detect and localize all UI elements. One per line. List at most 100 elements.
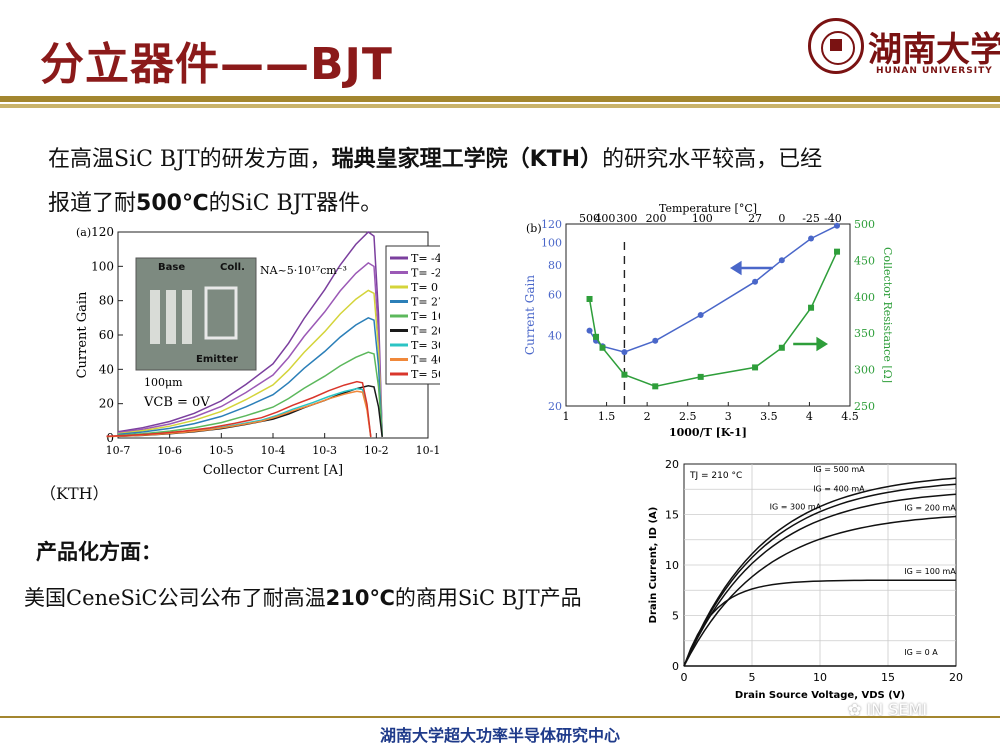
chart-b-y2tick-label: 250	[854, 400, 875, 413]
chart-b-y2tick-label: 300	[854, 364, 875, 377]
chart-b-xlabel: 1000/T [K-1]	[669, 426, 747, 439]
chart-b-xtick-label: 3	[725, 410, 732, 423]
chart-a-inset-collector	[204, 286, 238, 340]
chart-a-series-line	[106, 390, 372, 438]
chart-b-gain-point	[652, 337, 659, 344]
chart-b-top-tick: 300	[616, 212, 637, 225]
chart-c-series-line	[683, 477, 957, 667]
chart-a-xtick-label: 10-7	[106, 444, 131, 457]
university-logo-sub: HUNAN UNIVERSITY	[876, 66, 993, 76]
chart-a-annotation: NA~5·10¹⁷cm⁻³	[260, 264, 347, 277]
chart-c-xtick-label: 0	[681, 671, 688, 684]
header-divider-2	[0, 104, 1000, 108]
chart-b-top-tick: 0	[778, 212, 785, 225]
product-text-bold: 210℃	[325, 586, 395, 610]
chart-a-xtick-label: 10-1	[416, 444, 440, 457]
watermark: ✿ IN SEMI	[848, 700, 927, 719]
chart-a-xlabel: Collector Current [A]	[203, 463, 343, 478]
chart-b-left-arrow-icon	[729, 260, 773, 276]
chart-a-series-line	[117, 289, 383, 436]
chart-c-annotation: TJ = 210 °C	[689, 471, 742, 481]
university-logo-text: 湖南大学	[868, 30, 1000, 70]
chart-b-top-tick: 100	[692, 212, 713, 225]
chart-c-xlabel: Drain Source Voltage, VDS (V)	[735, 690, 905, 701]
watermark-text: IN SEMI	[866, 700, 928, 719]
footer-divider	[0, 716, 1000, 718]
chart-a-legend-label: T= 27 °C	[411, 296, 440, 309]
chart-b-y2tick-label: 500	[854, 218, 875, 231]
chart-b-right-arrow-icon	[793, 336, 829, 352]
footer-text: 湖南大学超大功率半导体研究中心	[379, 726, 620, 745]
chart-a-xtick-label: 10-2	[364, 444, 389, 457]
chart-a-legend-label: T= 300 °C	[411, 339, 440, 352]
chart-b-resistance-point	[621, 371, 628, 378]
chart-a-ytick-label: 0	[106, 431, 114, 445]
chart-b-xtick-label: 4.5	[841, 410, 859, 423]
product-text-a: 美国CeneSiC公司公布了耐高温	[24, 586, 326, 610]
intro-text-2: 的研究水平较高，已经	[602, 147, 823, 172]
chart-a-xtick-label: 10-3	[312, 444, 337, 457]
intro-bold-kth: 瑞典皇家理工学院（KTH）	[331, 147, 603, 172]
chart-a-vcb: VCB = 0V	[143, 395, 210, 410]
chart-b-ytick-label: 20	[548, 400, 562, 413]
chart-b-y2tick-label: 350	[854, 327, 875, 340]
intro-text-4: 的SiC BJT器件。	[208, 191, 383, 216]
chart-a-inset-finger	[150, 290, 160, 344]
chart-a-ylabel: Current Gain	[75, 291, 90, 378]
intro-text-1: 在高温SiC BJT的研发方面，	[48, 147, 332, 172]
chart-c-series-line	[683, 493, 957, 667]
chart-c-series-line	[683, 579, 956, 667]
chart-b-gain-point	[697, 311, 704, 318]
chart-a-ytick-label: 60	[99, 328, 114, 342]
chart-b-resistance-point	[586, 295, 593, 302]
chart-a-series-line	[106, 380, 372, 438]
chart-c-ytick-label: 15	[665, 509, 679, 522]
chart-a-series-line	[117, 231, 383, 434]
chart-a-series-line	[117, 316, 383, 436]
chart-b-resistance-point	[593, 333, 600, 340]
chart-a-ytick-label: 20	[99, 397, 114, 411]
chart-c-series-label: IG = 200 mA	[904, 503, 956, 512]
chart-a-ytick-label: 80	[99, 294, 114, 308]
chart-b-gain-line	[588, 225, 838, 353]
chart-b-ytick-label: 100	[541, 237, 562, 250]
chart-b-top-tick: 200	[646, 212, 667, 225]
intro-paragraph: 在高温SiC BJT的研发方面，瑞典皇家理工学院（KTH）的研究水平较高，已经 …	[48, 138, 948, 226]
chart-a-legend-label: T= 100 °C	[411, 310, 440, 323]
chart-a-inset-coll: Coll.	[220, 262, 245, 273]
chart-c-ytick-label: 5	[672, 610, 679, 623]
chart-b-gain-point	[586, 327, 593, 334]
chart-c-xtick-label: 5	[749, 671, 756, 684]
chart-b-resistance-point	[808, 304, 815, 311]
chart-a-inset-scale: 100μm	[144, 376, 183, 389]
chart-b-resistance-point	[778, 344, 785, 351]
chart-a-ytick-label: 100	[91, 259, 114, 273]
chart-a-series-line	[117, 351, 383, 437]
chart-a-panel-label: (a)	[76, 226, 91, 239]
university-seal	[808, 18, 864, 74]
chart-a-inset-finger	[166, 290, 176, 344]
chart-a-legend-label: T= 0 °C	[411, 281, 440, 294]
chart-b-resistance-point	[652, 383, 659, 390]
chart-b-gain-point	[808, 235, 815, 242]
chart-a-ytick-label: 40	[99, 362, 114, 376]
chart-c-ytick-label: 10	[665, 559, 679, 572]
chart-a-xtick-label: 10-4	[261, 444, 286, 457]
chart-c-xtick-label: 10	[813, 671, 827, 684]
chart-b-gain-point	[834, 222, 841, 229]
chart-a-legend-label: T= 400 °C	[411, 354, 440, 367]
chart-b-y2tick-label: 450	[854, 254, 875, 267]
chart-a-legend-label: T= -25 °C	[411, 267, 440, 280]
chart-c-series-label: IG = 100 mA	[904, 567, 956, 576]
chart-b-xtick-label: 2	[644, 410, 651, 423]
wechat-icon: ✿	[848, 700, 867, 719]
product-text-b: 的商用SiC BJT产品	[394, 586, 582, 610]
chart-b-resistance-point	[752, 364, 759, 371]
chart-b-resistance-point	[834, 248, 841, 255]
chart-a-series-line	[117, 261, 383, 435]
chart-a-inset-finger	[182, 290, 192, 344]
chart-b-resistance-point	[599, 344, 606, 351]
chart-c: 0 5 10 15 20 0 5 10 15 20 Drain Source Voltage, VD…	[648, 458, 963, 701]
chart-b-ytick-label: 60	[548, 288, 562, 301]
